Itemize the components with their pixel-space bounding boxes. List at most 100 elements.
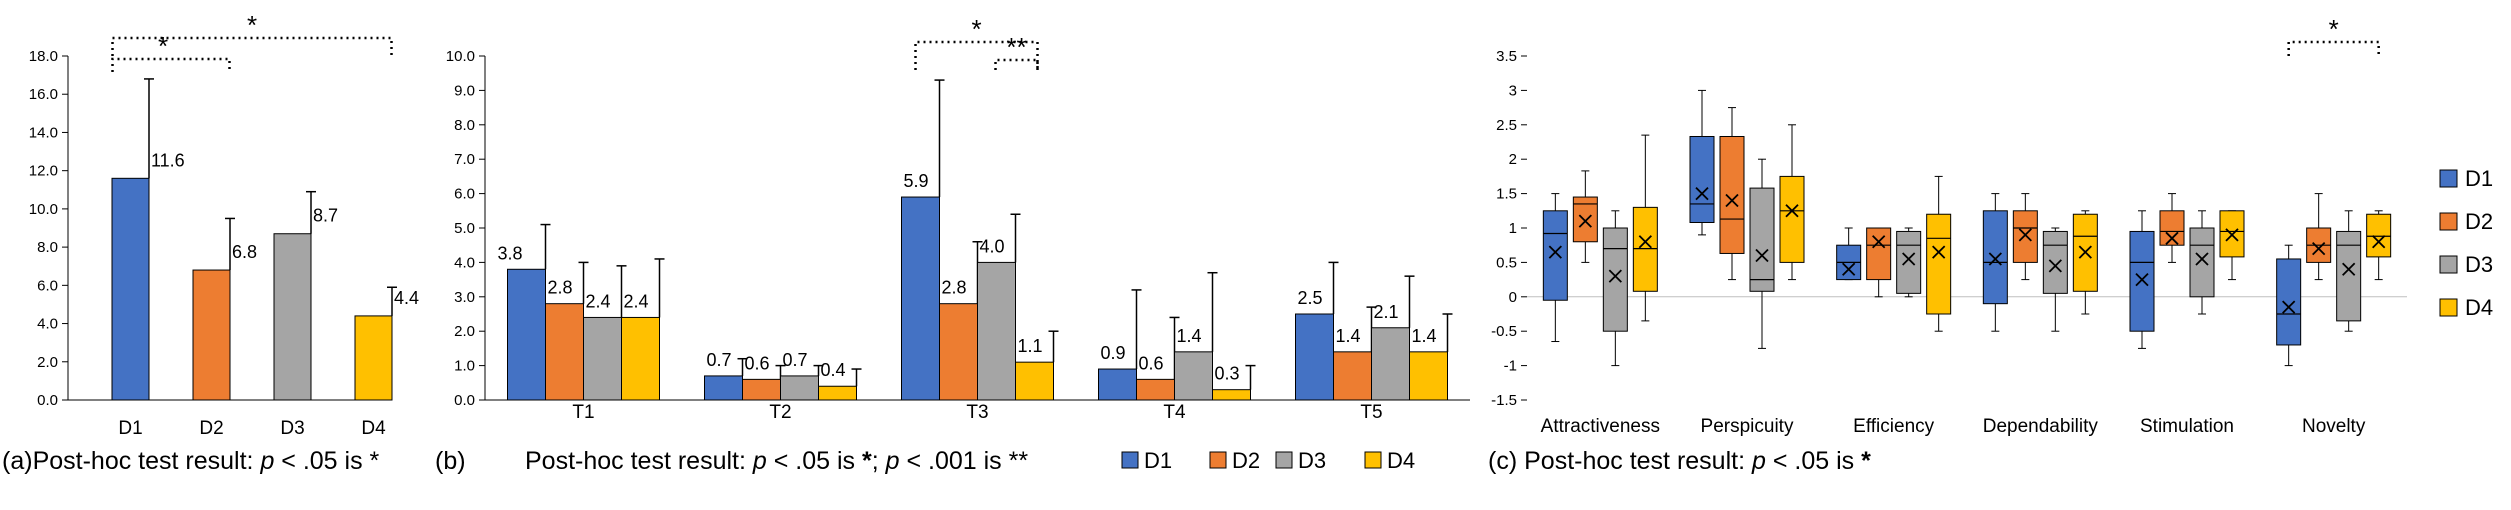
a-ytick-label: 10.0 [29, 201, 58, 218]
caption-c-pre: Post-hoc test result: [1524, 447, 1752, 475]
c-category-Stimulation: Stimulation [2140, 416, 2234, 437]
b-legend-swatch-D4 [1364, 451, 1382, 469]
c-Dependability-D2-mean-marker [2018, 228, 2032, 242]
b-value-label-T3-D3: 4.0 [980, 236, 1005, 256]
b-ytick-label: 5.0 [454, 220, 475, 237]
c-Perspicuity-D4-mean-marker [1785, 204, 1799, 218]
caption-c-p: p [1751, 447, 1766, 475]
b-legend-swatch-D2 [1209, 451, 1227, 469]
b-ytick-label: 4.0 [454, 254, 475, 271]
c-Dependability-D3-mean-marker [2048, 259, 2062, 273]
a-value-label-D4: 4.4 [394, 288, 419, 308]
a-ytick-label: 8.0 [37, 239, 58, 256]
c-Novelty-D4-mean-marker [2372, 235, 2386, 249]
a-ytick-label: 18.0 [29, 48, 58, 65]
c-Dependability-D1-box [1982, 210, 2008, 305]
b-value-label-T5-D2: 1.4 [1336, 326, 1361, 346]
b-bar-T1-D4 [621, 316, 660, 401]
caption-a-mid: < .05 is * [274, 447, 380, 475]
b-value-label-T5-D3: 2.1 [1374, 302, 1399, 322]
b-bar-T5-D3 [1371, 327, 1410, 401]
b-bar-T3-D1 [901, 196, 940, 401]
c-ytick-label: 2.5 [1496, 117, 1517, 134]
c-Perspicuity-D2-box [1719, 135, 1745, 254]
b-bar-T3-D2 [939, 303, 978, 401]
b-value-label-T4-D2: 0.6 [1139, 353, 1164, 373]
a-d1-d2-sig-label: * [158, 31, 168, 61]
a-ytick-label: 12.0 [29, 163, 58, 180]
c-Attractiveness-D1-mean-marker [1548, 245, 1562, 259]
b-bar-T1-D2 [545, 303, 584, 401]
c-Stimulation-D3-mean-marker [2195, 252, 2209, 266]
b-value-label-T4-D3: 1.4 [1177, 326, 1202, 346]
a-ytick-label: 4.0 [37, 316, 58, 333]
a-ytick-label: 6.0 [37, 277, 58, 294]
b-category-T3: T3 [966, 402, 988, 423]
caption-a-letter: (a) [2, 447, 33, 475]
c-category-Efficiency: Efficiency [1853, 416, 1934, 437]
b-bar-T2-D4 [818, 385, 857, 401]
a-value-label-D1: 11.6 [151, 150, 185, 170]
b-t3-d1-d4-sig-label: * [971, 14, 981, 44]
b-value-label-T1-D4: 2.4 [624, 291, 649, 311]
c-Novelty-D4-box [2366, 213, 2392, 258]
c-category-Attractiveness: Attractiveness [1541, 416, 1660, 437]
c-Perspicuity-D1-mean-marker [1695, 186, 1709, 201]
b-ytick-label: 3.0 [454, 289, 475, 306]
c-legend-swatch-D2 [2439, 212, 2458, 231]
c-Stimulation-D3-box [2189, 227, 2215, 298]
b-legend-label-D2: D2 [1232, 448, 1260, 473]
c-Perspicuity-D3-mean-marker [1755, 248, 1769, 263]
b-bar-T4-D3 [1174, 351, 1213, 401]
b-bar-T3-D4 [1015, 361, 1054, 401]
c-ytick-label: 2 [1509, 151, 1517, 168]
c-novelty-d1-d4-sig-label: * [2329, 14, 2339, 44]
a-category-D1: D1 [118, 418, 142, 439]
b-legend-swatch-D1 [1121, 451, 1139, 469]
b-bar-T1-D1 [507, 268, 546, 401]
a-d1-d4-bracket [111, 36, 393, 56]
b-value-label-T1-D1: 3.8 [498, 243, 523, 263]
caption-b-p2: p [885, 447, 900, 475]
caption-a: (a)Post-hoc test result: p < .05 is * [2, 447, 379, 476]
c-legend-swatch-D4 [2439, 298, 2458, 317]
b-legend-label-D4: D4 [1387, 448, 1415, 473]
b-bar-T3-D3 [977, 261, 1016, 401]
b-bar-T1-D3 [583, 316, 622, 401]
a-bar-D1 [111, 177, 150, 401]
c-Stimulation-D1-box [2129, 230, 2155, 332]
c-legend-label-D4: D4 [2465, 295, 2493, 320]
c-Efficiency-D3-box [1896, 230, 1922, 294]
b-bar-T5-D1 [1295, 313, 1334, 401]
c-ytick-label: 1.5 [1496, 186, 1517, 203]
c-ytick-label: 3.5 [1496, 48, 1517, 65]
c-category-Dependability: Dependability [1983, 416, 2099, 437]
a-ytick-label: 16.0 [29, 86, 58, 103]
c-legend-label-D2: D2 [2465, 209, 2493, 234]
b-bar-T2-D3 [780, 375, 819, 401]
b-ytick-label: 6.0 [454, 186, 475, 203]
a-bar-D2 [192, 269, 231, 401]
b-category-T2: T2 [769, 402, 791, 423]
c-Perspicuity-D2-mean-marker [1725, 193, 1739, 208]
b-legend-label-D1: D1 [1144, 448, 1172, 473]
b-value-label-T2-D3: 0.7 [783, 350, 808, 370]
c-ytick-label: 1 [1509, 220, 1517, 237]
c-Novelty-D1-mean-marker [2282, 300, 2296, 314]
caption-c-s: * [1861, 447, 1871, 475]
b-bar-T2-D2 [742, 378, 781, 401]
b-category-T1: T1 [572, 402, 594, 423]
b-bar-T4-D1 [1098, 368, 1137, 401]
c-Efficiency-D2-mean-marker [1872, 235, 1886, 249]
b-bar-T2-D1 [704, 375, 743, 401]
a-value-label-D3: 8.7 [313, 206, 338, 226]
c-Efficiency-D3-mean-marker [1902, 252, 1916, 266]
b-value-label-T3-D4: 1.1 [1018, 336, 1043, 356]
caption-b-sep: ; [871, 447, 886, 475]
c-Novelty-D3-mean-marker [2342, 262, 2356, 276]
c-Stimulation-D4-mean-marker [2225, 228, 2239, 242]
b-ytick-label: 2.0 [454, 323, 475, 340]
c-ytick-label: -0.5 [1491, 323, 1517, 340]
caption-b: Post-hoc test result: p < .05 is *; p < … [525, 447, 1028, 476]
a-d1-d4-sig-label: * [247, 10, 257, 40]
